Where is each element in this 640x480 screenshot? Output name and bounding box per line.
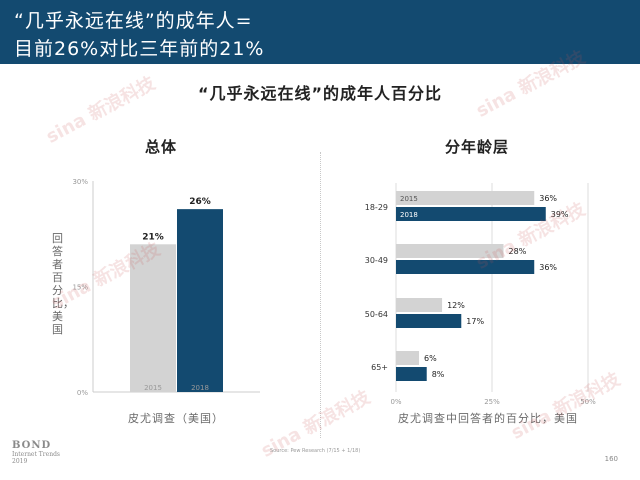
bar-value-label: 21%: [142, 232, 164, 242]
age-group-label: 50-64: [365, 310, 388, 319]
bar-2015: [130, 244, 176, 392]
page-number: 160: [604, 455, 618, 463]
bar-value-label: 28%: [509, 247, 527, 256]
left-chart-title: 总体: [145, 138, 178, 156]
header-title-line-2: 目前26%对比三年前的21%: [14, 38, 265, 60]
logo-brand: BOND: [12, 440, 52, 451]
left-chart-xlabel: 皮尤调查（美国）: [128, 412, 224, 425]
slide-header: “几乎永远在线”的成年人= 目前26%对比三年前的21%: [0, 0, 640, 64]
bar-value-label: 36%: [539, 263, 557, 272]
bar-65+-2015: [396, 351, 420, 365]
source-note: Source: Pew Research (7/15 + 1/18): [270, 448, 361, 454]
left-y-tick-label: 15%: [72, 284, 88, 292]
right-x-tick-label: 25%: [484, 398, 500, 406]
bar-2018: [177, 209, 223, 392]
left-y-tick-label: 0%: [77, 389, 88, 397]
bar-value-label: 26%: [189, 197, 211, 207]
bar-value-label: 12%: [447, 301, 465, 310]
bar-18-29-2018: [396, 207, 546, 221]
logo-subtitle: Internet Trends: [12, 451, 61, 458]
right-chart-title: 分年龄层: [445, 138, 510, 156]
bar-category-label: 2018: [191, 384, 209, 392]
right-x-tick-label: 0%: [390, 398, 401, 406]
age-group-label: 65+: [371, 363, 388, 372]
right-x-tick-label: 50%: [580, 398, 596, 406]
panel-divider: [320, 152, 321, 438]
bar-value-label: 6%: [424, 354, 437, 363]
bar-65+-2018: [396, 367, 427, 381]
slide-subtitle: “几乎永远在线”的成年人百分比: [197, 84, 443, 103]
bond-logo: BOND Internet Trends 2019: [12, 440, 60, 465]
logo-year: 2019: [12, 458, 28, 465]
header-title-line-1: “几乎永远在线”的成年人=: [14, 10, 253, 32]
bar-value-label: 39%: [551, 210, 569, 219]
legend-series-label: 2015: [400, 195, 418, 203]
bar-30-49-2018: [396, 260, 535, 274]
bar-18-29-2015: [396, 191, 535, 205]
legend-series-label: 2018: [400, 211, 418, 219]
bar-value-label: 36%: [539, 194, 557, 203]
bar-50-64-2015: [396, 298, 443, 312]
age-group-label: 30-49: [365, 256, 388, 265]
age-group-label: 18-29: [365, 203, 388, 212]
bar-30-49-2015: [396, 244, 504, 258]
bar-value-label: 8%: [432, 370, 445, 379]
right-chart-xlabel: 皮尤调查中回答者的百分比，美国: [398, 412, 578, 425]
left-y-tick-label: 30%: [72, 178, 88, 186]
bar-value-label: 17%: [466, 317, 484, 326]
bar-category-label: 2015: [144, 384, 162, 392]
bar-50-64-2018: [396, 314, 462, 328]
